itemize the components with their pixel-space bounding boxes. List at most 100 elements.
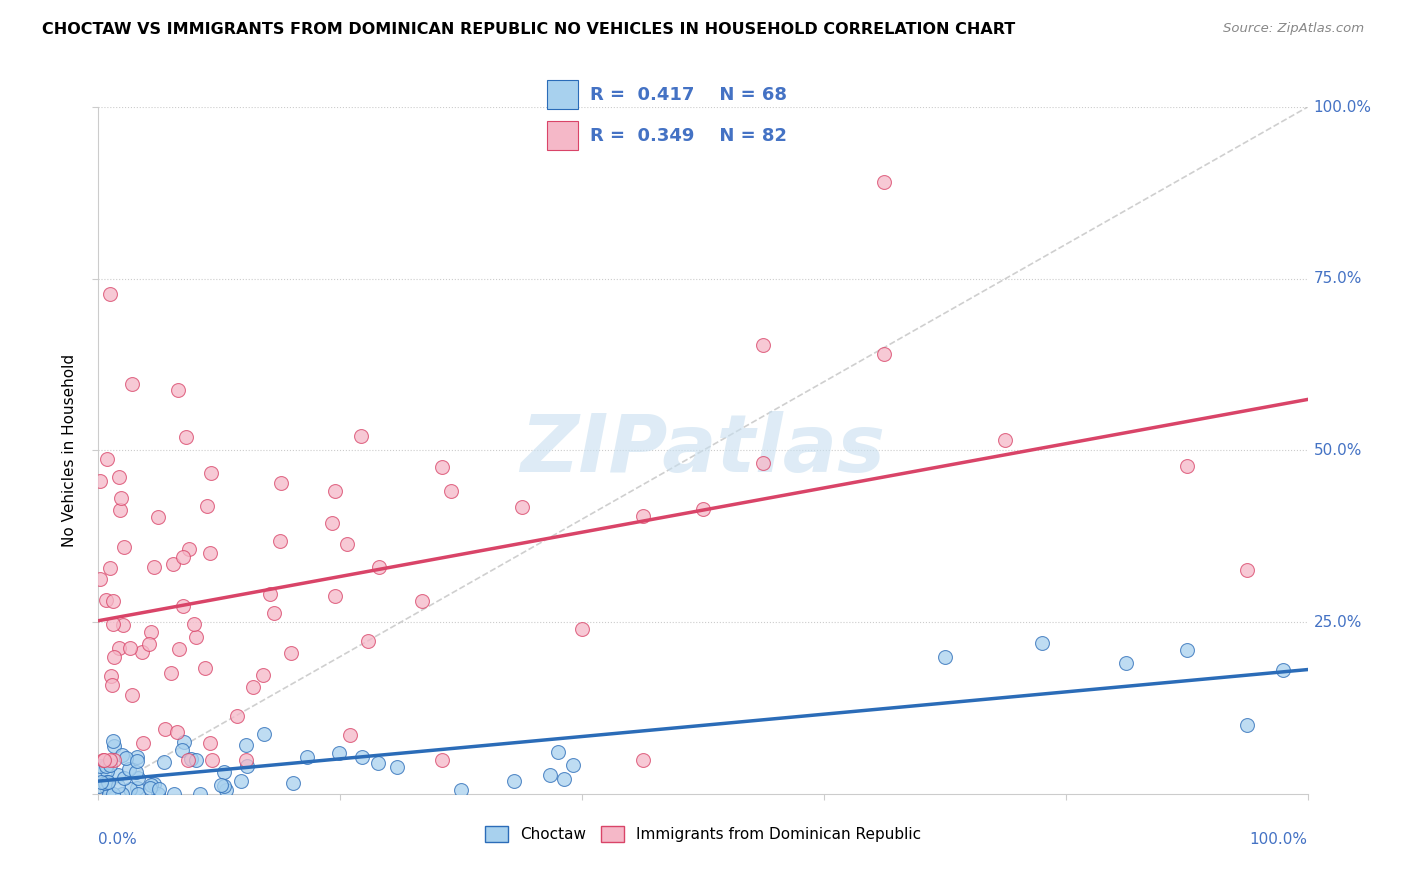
Point (163, 787, 186, 801)
Point (503, 773, 526, 788)
Point (323, 484, 346, 499)
Point (96, 759, 118, 773)
Point (89, 474, 111, 488)
Point (200, 467, 222, 481)
Text: 75.0%: 75.0% (1313, 271, 1362, 286)
Point (139, 779, 162, 793)
Point (752, 456, 775, 470)
Point (357, 634, 380, 648)
Point (166, 724, 188, 739)
Point (172, 550, 194, 565)
Point (118, 762, 141, 776)
Point (184, 630, 207, 644)
Point (96, 764, 118, 779)
Point (146, 787, 169, 801)
Point (235, 753, 257, 767)
FancyBboxPatch shape (547, 121, 578, 150)
Point (101, 593, 124, 607)
Point (188, 787, 211, 801)
Point (873, 176, 896, 190)
Point (387, 760, 409, 774)
Point (538, 767, 561, 781)
Point (172, 599, 194, 613)
Point (547, 745, 569, 759)
Point (90, 764, 112, 779)
Point (367, 559, 389, 574)
Point (101, 787, 124, 801)
Point (295, 749, 318, 764)
Point (571, 623, 593, 637)
Point (692, 501, 714, 516)
Point (321, 516, 343, 530)
Point (934, 649, 956, 664)
Point (94, 775, 117, 789)
Point (214, 780, 236, 794)
Point (103, 753, 125, 767)
Point (97, 787, 120, 801)
Point (263, 606, 285, 620)
Point (127, 787, 149, 801)
Point (162, 558, 184, 572)
Text: R =  0.349    N = 82: R = 0.349 N = 82 (591, 127, 787, 145)
Point (96, 452, 118, 467)
Point (125, 754, 148, 768)
Point (195, 499, 218, 513)
Point (121, 688, 143, 702)
Point (96, 593, 118, 607)
Point (553, 772, 575, 786)
Point (1236, 718, 1258, 732)
Point (270, 476, 292, 491)
Point (89, 779, 111, 793)
Point (146, 510, 169, 524)
Point (121, 376, 143, 391)
Y-axis label: No Vehicles in Household: No Vehicles in Household (62, 354, 77, 547)
Point (110, 491, 132, 506)
Point (873, 347, 896, 361)
Point (107, 768, 129, 782)
Point (994, 434, 1017, 448)
Point (132, 736, 155, 750)
Point (561, 757, 583, 772)
Point (138, 637, 160, 651)
Point (235, 759, 257, 773)
Point (98, 286, 121, 301)
Point (198, 736, 221, 750)
Point (194, 660, 217, 674)
Point (252, 667, 274, 681)
Point (226, 709, 249, 723)
Point (89, 758, 111, 772)
Point (94, 780, 117, 794)
Point (111, 787, 134, 801)
Point (112, 771, 135, 785)
Point (93, 753, 115, 767)
Text: ZIPatlas: ZIPatlas (520, 411, 886, 490)
Text: 50.0%: 50.0% (1313, 443, 1362, 458)
Point (125, 780, 148, 795)
Point (127, 749, 149, 764)
Point (118, 640, 141, 655)
Point (167, 384, 190, 398)
Point (198, 546, 221, 560)
Point (103, 616, 125, 631)
Point (432, 460, 454, 475)
Point (209, 778, 232, 792)
Point (112, 540, 135, 554)
Point (323, 589, 346, 603)
Point (1272, 663, 1295, 677)
Text: 25.0%: 25.0% (1313, 615, 1362, 630)
Point (1175, 458, 1198, 473)
Point (112, 618, 135, 632)
Point (631, 509, 654, 524)
Point (98, 753, 121, 767)
Point (89, 572, 111, 586)
Point (167, 641, 190, 656)
Text: 0.0%: 0.0% (98, 831, 138, 847)
Point (183, 617, 205, 632)
Point (125, 764, 148, 779)
Point (100, 678, 122, 692)
Point (108, 640, 131, 655)
Point (176, 430, 198, 444)
Point (100, 561, 122, 575)
Text: R =  0.417    N = 68: R = 0.417 N = 68 (591, 86, 787, 103)
Point (177, 753, 200, 767)
